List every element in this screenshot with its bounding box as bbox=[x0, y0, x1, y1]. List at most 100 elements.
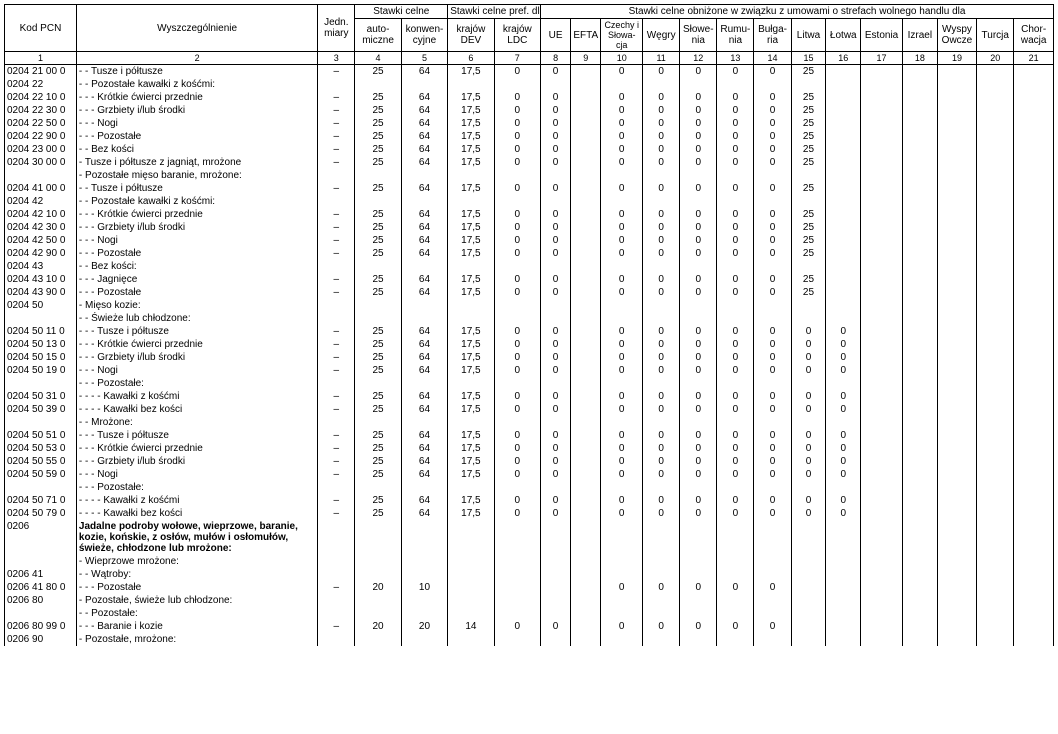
cell-desc: - - - Tusze i półtusze bbox=[76, 325, 317, 338]
cell-v18 bbox=[902, 273, 937, 286]
cell-v4: 25 bbox=[355, 273, 401, 286]
cell-v7: 0 bbox=[494, 494, 540, 507]
cell-v20 bbox=[977, 442, 1014, 455]
cell-v20 bbox=[977, 78, 1014, 91]
cell-v16 bbox=[826, 78, 861, 91]
cell-desc: - - - Nogi bbox=[76, 117, 317, 130]
table-row: 0204 50 11 0- - - Tusze i półtusze–25641… bbox=[5, 325, 1054, 338]
cell-code: 0206 80 bbox=[5, 594, 77, 607]
cell-v6: 17,5 bbox=[448, 403, 494, 416]
cell-u: – bbox=[318, 325, 355, 338]
cell-v12: 0 bbox=[680, 221, 717, 234]
cell-code: 0204 50 51 0 bbox=[5, 429, 77, 442]
cell-v16 bbox=[826, 312, 861, 325]
cell-code: 0204 21 00 0 bbox=[5, 65, 77, 79]
cell-v11: 0 bbox=[643, 325, 680, 338]
cell-u: – bbox=[318, 234, 355, 247]
cell-v12: 0 bbox=[680, 581, 717, 594]
cell-u bbox=[318, 555, 355, 568]
cell-v19 bbox=[937, 338, 976, 351]
cell-v11 bbox=[643, 568, 680, 581]
cell-u: – bbox=[318, 221, 355, 234]
cell-v11 bbox=[643, 78, 680, 91]
h-c12: Słowe- nia bbox=[680, 19, 717, 52]
cell-v19 bbox=[937, 455, 976, 468]
cell-v19 bbox=[937, 117, 976, 130]
h-desc: Wyszczególnienie bbox=[76, 5, 317, 52]
cell-v15: 25 bbox=[791, 286, 826, 299]
cell-u: – bbox=[318, 130, 355, 143]
cell-v5: 64 bbox=[401, 507, 447, 520]
cell-v18 bbox=[902, 568, 937, 581]
cell-u bbox=[318, 633, 355, 646]
cell-v10: 0 bbox=[601, 247, 643, 260]
cell-v16: 0 bbox=[826, 403, 861, 416]
cell-v19 bbox=[937, 312, 976, 325]
cell-v15: 25 bbox=[791, 117, 826, 130]
cell-v6: 17,5 bbox=[448, 455, 494, 468]
cell-v19 bbox=[937, 104, 976, 117]
cell-v15: 25 bbox=[791, 104, 826, 117]
cell-v5: 64 bbox=[401, 234, 447, 247]
cell-v9 bbox=[571, 130, 601, 143]
cell-v9 bbox=[571, 555, 601, 568]
cell-v12 bbox=[680, 633, 717, 646]
cell-u: – bbox=[318, 403, 355, 416]
cell-code bbox=[5, 481, 77, 494]
cell-v6: 17,5 bbox=[448, 442, 494, 455]
cell-v9 bbox=[571, 156, 601, 169]
cell-v15: 25 bbox=[791, 143, 826, 156]
cell-v21 bbox=[1014, 481, 1054, 494]
cell-u bbox=[318, 481, 355, 494]
table-row: 0204 50 51 0- - - Tusze i półtusze–25641… bbox=[5, 429, 1054, 442]
cell-v16 bbox=[826, 65, 861, 79]
table-row: 0206Jadalne podroby wołowe, wieprzowe, b… bbox=[5, 520, 1054, 555]
cell-v20 bbox=[977, 299, 1014, 312]
cell-v16: 0 bbox=[826, 429, 861, 442]
cell-u: – bbox=[318, 117, 355, 130]
colnum: 13 bbox=[717, 52, 754, 65]
cell-v13: 0 bbox=[717, 286, 754, 299]
cell-v19 bbox=[937, 169, 976, 182]
h-c21: Chor- wacja bbox=[1014, 19, 1054, 52]
cell-v6 bbox=[448, 555, 494, 568]
cell-v9 bbox=[571, 91, 601, 104]
cell-v12: 0 bbox=[680, 286, 717, 299]
cell-v6: 17,5 bbox=[448, 182, 494, 195]
cell-v14: 0 bbox=[754, 507, 791, 520]
cell-v16: 0 bbox=[826, 442, 861, 455]
cell-v5 bbox=[401, 312, 447, 325]
cell-v17 bbox=[861, 104, 903, 117]
cell-v10 bbox=[601, 78, 643, 91]
cell-v4 bbox=[355, 312, 401, 325]
cell-v6 bbox=[448, 377, 494, 390]
cell-v20 bbox=[977, 325, 1014, 338]
cell-v11: 0 bbox=[643, 182, 680, 195]
table-row: - - Pozostałe: bbox=[5, 607, 1054, 620]
cell-u bbox=[318, 195, 355, 208]
cell-v10 bbox=[601, 260, 643, 273]
cell-v9 bbox=[571, 182, 601, 195]
cell-v6: 17,5 bbox=[448, 351, 494, 364]
cell-v15: 25 bbox=[791, 247, 826, 260]
cell-v16: 0 bbox=[826, 390, 861, 403]
cell-v14: 0 bbox=[754, 403, 791, 416]
cell-v12 bbox=[680, 195, 717, 208]
cell-v19 bbox=[937, 143, 976, 156]
cell-v9 bbox=[571, 520, 601, 555]
table-row: 0204 42 90 0- - - Pozostałe–256417,50000… bbox=[5, 247, 1054, 260]
cell-v11 bbox=[643, 594, 680, 607]
cell-v5: 20 bbox=[401, 620, 447, 633]
cell-v21 bbox=[1014, 442, 1054, 455]
cell-v15: 25 bbox=[791, 221, 826, 234]
h-dev: krajów DEV bbox=[448, 19, 494, 52]
cell-v16 bbox=[826, 633, 861, 646]
cell-v21 bbox=[1014, 65, 1054, 79]
colnum: 9 bbox=[571, 52, 601, 65]
cell-v15: 0 bbox=[791, 364, 826, 377]
table-row: - - Świeże lub chłodzone: bbox=[5, 312, 1054, 325]
cell-v20 bbox=[977, 65, 1014, 79]
table-row: 0204 30 00 0- Tusze i półtusze z jagniąt… bbox=[5, 156, 1054, 169]
cell-v4 bbox=[355, 633, 401, 646]
cell-desc: - Tusze i półtusze z jagniąt, mrożone bbox=[76, 156, 317, 169]
